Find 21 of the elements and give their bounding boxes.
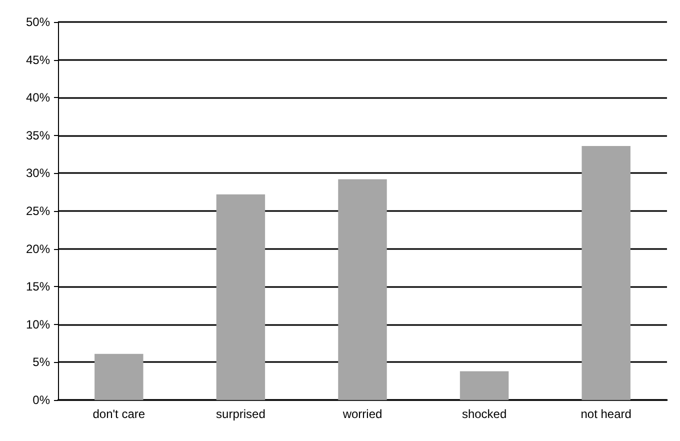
bar (216, 194, 266, 400)
bar (94, 354, 144, 400)
bar (460, 371, 509, 400)
y-tick-label: 40% (26, 90, 50, 105)
y-tick-label: 15% (26, 280, 50, 294)
y-tick-label: 0% (32, 393, 50, 407)
x-tick-label: surprised (216, 407, 266, 421)
y-tick-label: 35% (26, 128, 50, 142)
x-tick-label: worried (342, 407, 382, 421)
bar (338, 179, 387, 400)
y-tick-label: 50% (26, 15, 50, 29)
y-tick-label: 10% (26, 317, 50, 332)
y-tick-label: 30% (26, 166, 50, 180)
y-tick-label: 45% (26, 52, 50, 67)
x-tick-label: don't care (92, 407, 146, 421)
x-tick-label: not heard (580, 407, 632, 421)
y-tick-label: 25% (26, 204, 50, 218)
bar (582, 146, 630, 400)
x-tick-label: shocked (462, 407, 507, 421)
y-tick-label: 5% (32, 355, 50, 370)
y-tick-label: 20% (26, 242, 50, 256)
